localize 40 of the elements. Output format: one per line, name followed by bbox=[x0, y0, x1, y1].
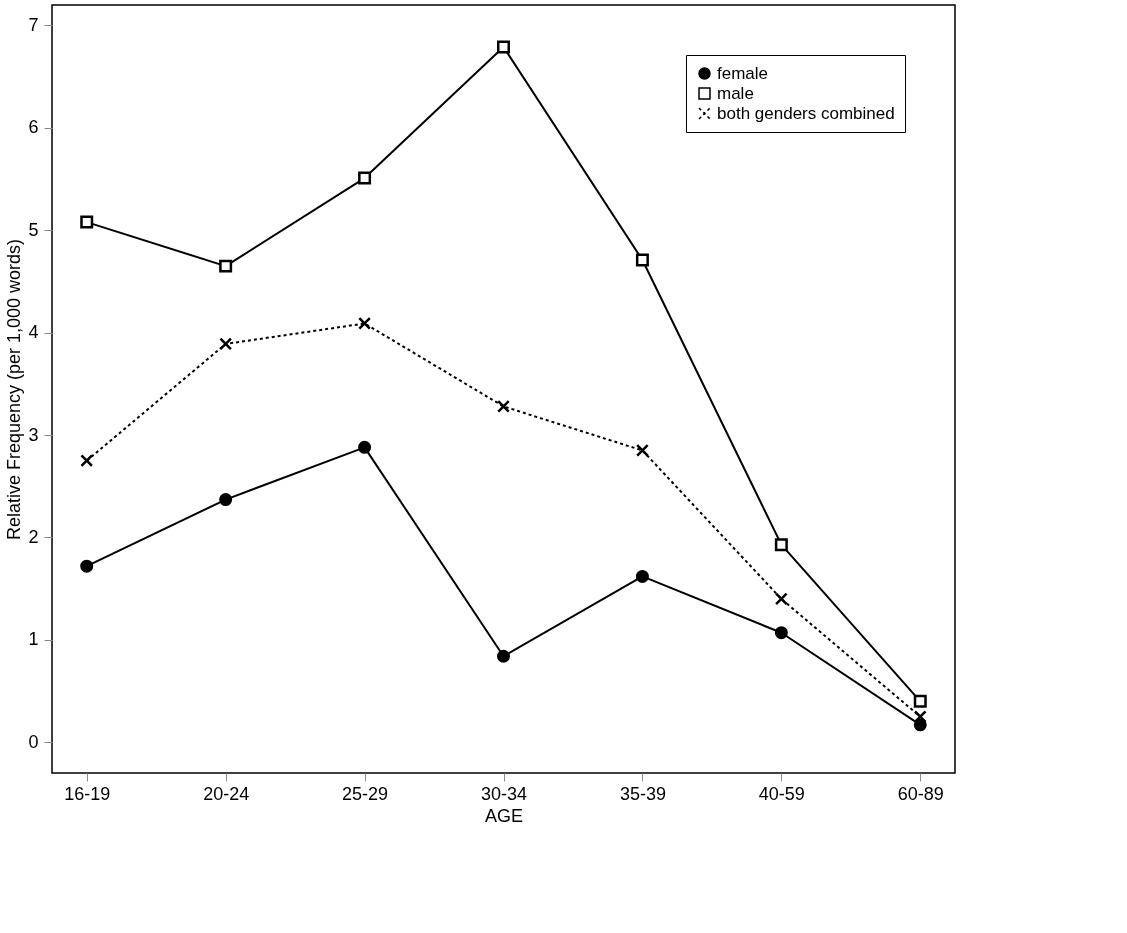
x-tick-label: 35-39 bbox=[619, 783, 666, 804]
x-tick-label: 25-29 bbox=[342, 783, 389, 804]
point bbox=[80, 215, 94, 229]
point bbox=[80, 559, 94, 573]
legend-label: male bbox=[717, 83, 754, 103]
y-tick-label: 6 bbox=[28, 117, 39, 138]
point bbox=[913, 694, 927, 708]
point bbox=[635, 443, 649, 457]
y-tick-label: 0 bbox=[28, 731, 39, 752]
point bbox=[358, 440, 372, 454]
point bbox=[358, 316, 372, 330]
y-tick-label: 7 bbox=[28, 14, 39, 35]
y-tick-label: 1 bbox=[28, 629, 39, 650]
x-tick-label: 30-34 bbox=[480, 783, 528, 804]
point bbox=[774, 538, 788, 552]
y-tick-label: 2 bbox=[28, 526, 39, 547]
x-axis-title: AGE bbox=[484, 805, 524, 826]
point bbox=[219, 259, 233, 273]
x-tick-label: 40-59 bbox=[758, 783, 805, 804]
point bbox=[219, 493, 233, 507]
point bbox=[497, 649, 510, 663]
point bbox=[219, 337, 233, 351]
legend-label: female bbox=[717, 63, 769, 83]
point bbox=[635, 569, 649, 583]
point bbox=[358, 171, 372, 185]
y-tick-label: 4 bbox=[28, 322, 39, 343]
x-tick-label: 16-19 bbox=[64, 783, 111, 804]
point bbox=[774, 626, 788, 640]
y-tick-label: 5 bbox=[28, 219, 39, 240]
point bbox=[913, 710, 927, 724]
y-axis-title: Relative Frequency (per 1,000 words) bbox=[4, 238, 25, 541]
legend-label: both genders combined bbox=[717, 103, 895, 123]
x-tick-label: 60-89 bbox=[897, 783, 944, 804]
point bbox=[80, 454, 94, 468]
point bbox=[497, 40, 510, 54]
x-tick-label: 20-24 bbox=[203, 783, 250, 804]
point bbox=[497, 399, 510, 413]
y-tick-label: 3 bbox=[28, 424, 39, 445]
point bbox=[774, 592, 788, 606]
point bbox=[635, 253, 649, 267]
